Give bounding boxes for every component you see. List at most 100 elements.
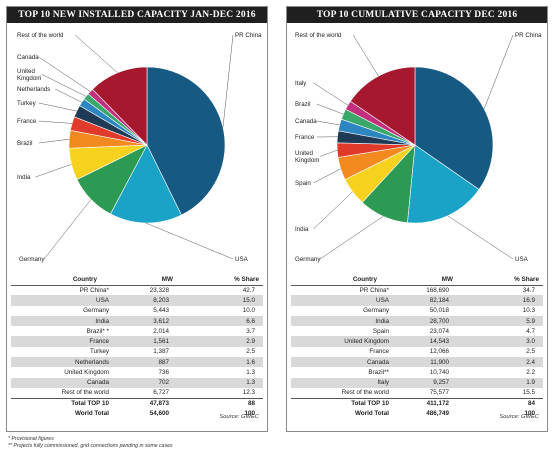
slice-label-france: France — [17, 118, 37, 125]
slice-label-rest-of-the-world: Rest of the world — [17, 32, 64, 39]
total-row: World Total 54,600 100 — [11, 409, 263, 419]
share-cell: 88 — [177, 397, 263, 409]
mw-cell: 28,700 — [399, 315, 457, 327]
share-cell: 10.0 — [242, 307, 255, 315]
leader-line-canada — [38, 56, 91, 92]
column-header-share: % Share — [177, 275, 263, 286]
country-cell: Germany — [363, 307, 389, 315]
share-cell: 15.5 — [522, 389, 535, 397]
leader-line-netherlands — [55, 88, 82, 103]
share-cell: 1.3 — [246, 369, 255, 377]
leader-line-rest-of-the-world — [352, 34, 379, 77]
leader-line-germany — [43, 199, 92, 260]
slice-label-spain: Spain — [295, 180, 311, 187]
country-cell: Total TOP 10 — [291, 397, 399, 409]
column-header-mw: MW — [119, 275, 177, 286]
table-row: Turkey 1,387 2.5 — [11, 347, 263, 357]
slice-label-brazil: Brazil — [295, 101, 310, 108]
pie-slice-rest-of-the-world — [349, 66, 416, 146]
cumulative-capacity-panel: TOP 10 CUMULATIVE CAPACITY DEC 2016 PR C… — [286, 6, 548, 432]
country-cell: USA — [291, 295, 399, 306]
column-header-country: Country — [11, 275, 119, 286]
country-cell: PR China* — [359, 286, 389, 294]
country-cell: India — [291, 315, 399, 327]
table-row: Spain 23,074 4.7 — [291, 326, 543, 336]
table-row: Germany 50,018 10.3 — [291, 306, 543, 316]
share-cell: 2.4 — [457, 357, 543, 368]
country-cell: Brazil* * — [86, 327, 109, 335]
mw-cell: 2,014 — [153, 327, 169, 335]
table-row: PR China* 168,690 34.7 — [291, 285, 543, 295]
share-cell: 100 — [244, 410, 255, 418]
slice-label-canada: Canada — [17, 54, 39, 61]
country-cell: Spain — [372, 327, 389, 335]
slice-label-united-kingdom: United Kingdom — [295, 150, 319, 164]
country-cell: Italy — [291, 377, 399, 388]
footnotes: * Provisional figures ** Projects fully … — [8, 436, 173, 450]
table-row: Netherlands 887 1.6 — [11, 357, 263, 368]
country-cell: Canada — [291, 357, 399, 368]
leader-line-turkey — [38, 102, 77, 112]
share-cell: 2.2 — [526, 369, 535, 377]
share-cell: 10.3 — [522, 307, 535, 315]
slice-label-india: India — [17, 174, 31, 181]
slice-label-brazil: Brazil — [17, 140, 32, 147]
mw-cell: 50,018 — [429, 307, 449, 315]
share-cell: 5.9 — [457, 315, 543, 327]
slice-label-netherlands: Netherlands — [17, 86, 50, 93]
mw-cell: 1,561 — [119, 336, 177, 347]
slice-label-india: India — [295, 226, 309, 233]
leader-line-rest-of-the-world — [74, 34, 118, 73]
share-cell: 1.9 — [457, 377, 543, 388]
country-cell: United Kingdom — [64, 369, 109, 377]
country-cell: Total TOP 10 — [11, 397, 119, 409]
pie-slice-pr-china — [414, 66, 494, 190]
share-cell: 6.6 — [177, 315, 263, 327]
cumulative-capacity-pie-chart: PR China USA Germany India Spain United Kingdo… — [295, 32, 542, 263]
leader-line-pr-china — [483, 34, 514, 109]
table-row: Rest of the world 6,727 12.3 — [11, 388, 263, 398]
mw-cell: 5,443 — [153, 307, 169, 315]
leader-line-united-kingdom — [320, 149, 338, 157]
cumulative-capacity-table: Country MW% Share PR China* 168,690 34.7 USA 8… — [291, 275, 543, 419]
country-cell: Rest of the world — [341, 389, 389, 397]
country-cell: World Total — [74, 410, 109, 418]
table-row: Rest of the world 75,577 15.5 — [291, 388, 543, 398]
country-cell: PR China* — [79, 286, 109, 294]
share-cell: 15.0 — [177, 295, 263, 306]
share-cell: 4.7 — [526, 327, 535, 335]
leader-line-brazil — [316, 103, 344, 115]
panel-title: TOP 10 CUMULATIVE CAPACITY DEC 2016 — [287, 7, 547, 23]
leader-line-usa — [145, 222, 234, 260]
column-header-mw: MW — [399, 275, 457, 286]
country-cell: France — [369, 348, 389, 356]
mw-cell: 82,184 — [399, 295, 457, 306]
country-cell: USA — [11, 295, 119, 306]
table-row: United Kingdom 736 1.3 — [11, 367, 263, 377]
mw-cell: 6,727 — [153, 389, 169, 397]
share-cell: 42.7 — [242, 286, 255, 294]
table-row: United Kingdom 14,543 3.0 — [291, 336, 543, 347]
total-row: Total TOP 10 47,873 88 — [11, 397, 263, 409]
mw-cell: 47,873 — [119, 397, 177, 409]
leader-line-germany — [319, 216, 384, 260]
slice-label-usa: USA — [235, 256, 249, 263]
source-note: Source: GWEC — [219, 414, 259, 420]
slice-label-turkey: Turkey — [17, 100, 37, 107]
new-capacity-panel: TOP 10 NEW INSTALLED CAPACITY JAN-DEC 20… — [6, 6, 268, 432]
slice-label-usa: USA — [515, 256, 529, 263]
share-cell: 1.3 — [177, 377, 263, 388]
slice-label-rest-of-the-world: Rest of the world — [295, 32, 342, 39]
slice-label-germany: Germany — [19, 256, 45, 263]
country-cell: Turkey — [89, 348, 109, 356]
country-cell: Germany — [83, 307, 109, 315]
pie-slice-rest-of-the-world — [92, 66, 148, 146]
mw-cell: 736 — [158, 369, 169, 377]
mw-cell: 9,257 — [399, 377, 457, 388]
table-row: France 1,561 2.9 — [11, 336, 263, 347]
mw-cell: 14,543 — [399, 336, 457, 347]
country-cell: Netherlands — [11, 357, 119, 368]
mw-cell: 3,612 — [119, 315, 177, 327]
share-cell: 3.7 — [246, 327, 255, 335]
table-header-row: Country MW% Share — [11, 275, 263, 286]
